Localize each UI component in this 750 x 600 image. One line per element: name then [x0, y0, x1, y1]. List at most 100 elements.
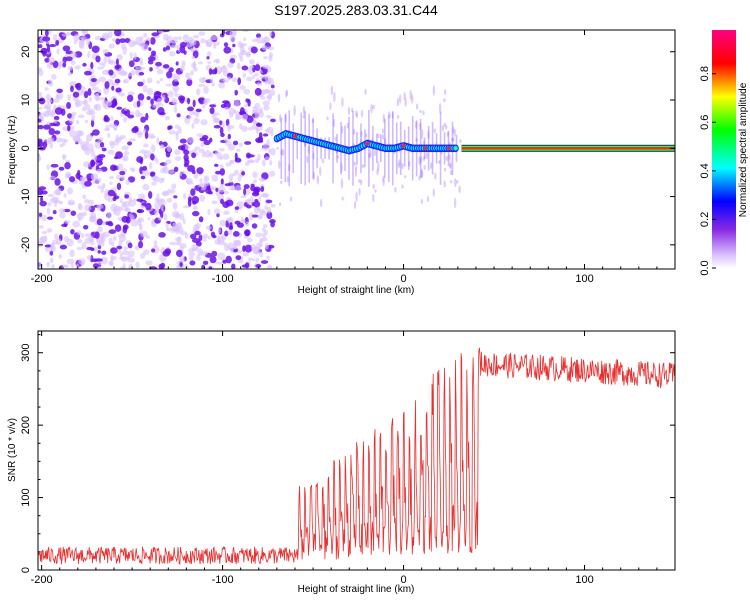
spectrogram-noise-point: [262, 143, 269, 150]
spectrogram-noise-point: [127, 94, 134, 102]
spectrogram-noise-point: [50, 243, 54, 251]
spectrogram-noise-point: [234, 206, 240, 211]
spectrogram-noise-point: [76, 212, 85, 220]
spectrogram-noise-point: [191, 169, 196, 175]
spectrogram-noise-point: [183, 149, 190, 155]
spectrogram-noise-point: [118, 239, 123, 246]
spectrogram-scatter-point: [443, 122, 447, 127]
spectrogram-noise-point: [158, 177, 165, 184]
spectrogram-scatter-point: [422, 110, 425, 116]
spectrogram-scatter-point: [377, 161, 380, 172]
spectrogram-noise-point: [261, 45, 268, 51]
spectrogram-noise-point: [266, 206, 272, 214]
spectrogram-noise-point: [270, 118, 276, 123]
spectrogram-noise-point: [154, 201, 160, 210]
spectrogram-noise-point: [217, 227, 221, 234]
spectrogram-noise-point: [46, 207, 51, 215]
spectrogram-noise-point: [270, 221, 275, 228]
spectrogram-noise-point: [218, 81, 225, 89]
spectrogram-trace-peak: [292, 134, 298, 138]
spectrogram-noise-point: [135, 65, 139, 74]
spectrogram-noise-point: [174, 81, 180, 86]
spectrogram-noise-point: [227, 125, 235, 130]
spectrogram-scatter-point: [418, 175, 421, 181]
spectrogram-noise-point: [251, 110, 257, 115]
spectrogram-noise-point: [98, 76, 107, 83]
spectrogram-noise-point: [199, 194, 206, 202]
spectrogram-scatter-point: [452, 137, 455, 143]
spectrogram-noise-point: [195, 88, 201, 96]
spectrogram-scatter-point: [398, 159, 401, 166]
spectrogram-noise-point: [168, 125, 173, 130]
spectrogram-noise-point: [145, 112, 149, 121]
spectrogram-noise-point: [155, 66, 160, 70]
spectrogram-noise-point: [172, 222, 178, 228]
spectrogram-noise-point: [123, 79, 127, 84]
spectrogram-noise-point: [170, 44, 179, 49]
spectrogram-noise-point: [133, 52, 137, 60]
spectrogram-noise-point: [173, 195, 178, 199]
spectrogram-noise-point: [94, 104, 98, 111]
spectrogram-noise-point: [184, 158, 190, 166]
spectrogram-noise-point: [186, 78, 193, 87]
spectrogram-noise-point: [258, 240, 263, 248]
spectrogram-streak: [316, 128, 318, 169]
spectrogram-noise-point: [259, 251, 264, 258]
spectrogram-noise-point: [77, 202, 82, 210]
spectrogram-noise-point: [223, 210, 230, 216]
spectrogram-scatter-point: [382, 175, 385, 182]
spectrogram-noise-point: [200, 38, 206, 44]
spectrogram-noise-point: [55, 188, 62, 196]
spectrogram-noise-point: [114, 224, 122, 232]
spectrogram-noise-point: [262, 100, 270, 106]
snr-xtick-label: 100: [575, 574, 593, 586]
spectrogram-scatter-point: [415, 138, 418, 142]
spectrogram-noise-point: [246, 115, 254, 123]
spectrogram-noise-point: [102, 49, 109, 54]
spectrogram-noise-point: [246, 76, 253, 82]
spectrogram-noise-point: [232, 43, 236, 48]
spectrogram-noise-point: [231, 263, 236, 269]
spectrogram-noise-point: [64, 220, 71, 224]
spectrogram-noise-point: [137, 93, 145, 101]
spectrogram-noise-point: [67, 199, 75, 206]
spectrogram-noise-point: [142, 85, 148, 93]
spectrogram-noise-point: [227, 143, 236, 151]
spectrogram-noise-point: [94, 140, 102, 149]
spectrogram-noise-point: [211, 82, 216, 87]
spectrogram-scatter-point: [401, 184, 404, 189]
spectrogram-scatter-point: [408, 160, 411, 167]
spectrogram-noise-point: [114, 30, 122, 37]
spectrogram-scatter-point: [444, 124, 448, 130]
spectrogram-noise-point: [162, 47, 167, 52]
spectrogram-scatter-point: [330, 85, 334, 96]
spectrogram-noise-point: [223, 106, 230, 111]
spectrogram-noise-point: [74, 65, 81, 70]
spectrogram-trace-peak: [446, 146, 452, 150]
spectrogram-noise-point: [127, 257, 136, 263]
spectrogram-noise-point: [268, 54, 273, 62]
spectrogram-noise-point: [48, 44, 57, 48]
spectrogram-noise-point: [111, 85, 115, 91]
spectrogram-ytick-label: 20: [20, 46, 32, 58]
spectrogram-scatter-point: [306, 155, 309, 164]
spectrogram-noise-point: [148, 190, 153, 199]
spectrogram-noise-point: [116, 54, 123, 61]
spectrogram-scatter-point: [443, 97, 446, 103]
spectrogram-noise-point: [62, 264, 69, 269]
spectrogram-noise-point: [67, 113, 73, 119]
spectrogram-noise-point: [193, 172, 199, 179]
spectrogram-noise-point: [63, 235, 70, 243]
spectrogram-noise-point: [94, 231, 100, 239]
spectrogram-noise-point: [252, 258, 256, 262]
spectrogram-noise-point: [198, 148, 205, 153]
spectrogram-noise-point: [221, 121, 225, 128]
spectrogram-noise-point: [187, 115, 192, 120]
spectrogram-noise-point: [255, 257, 260, 263]
spectrogram-scatter-point: [334, 136, 337, 142]
spectrogram-noise-point: [104, 81, 110, 89]
spectrogram-noise-point: [108, 175, 115, 180]
spectrogram-noise-point: [182, 192, 187, 200]
spectrogram-noise-point: [84, 180, 92, 187]
spectrogram-noise-point: [239, 107, 245, 114]
